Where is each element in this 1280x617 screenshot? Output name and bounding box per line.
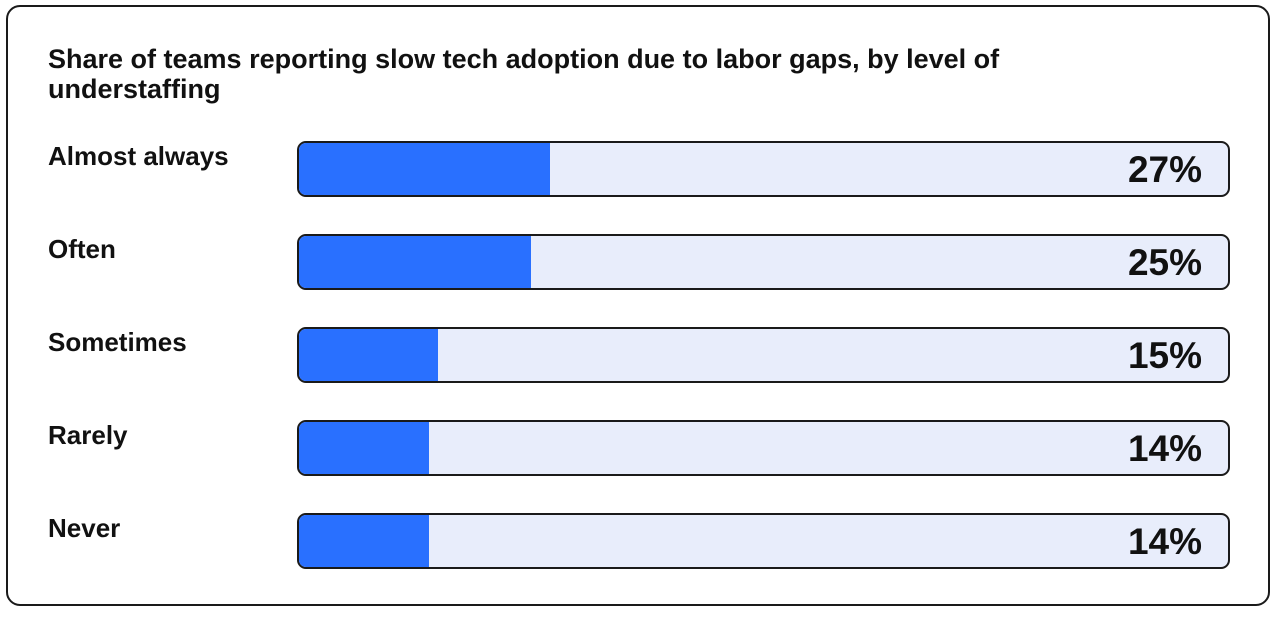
bar-track: 25% [297, 234, 1230, 290]
bar-value-label: 15% [1127, 335, 1202, 376]
bar-fill [299, 515, 430, 567]
bar-category-label: Almost always [48, 141, 229, 171]
bar-fill [299, 422, 430, 474]
bar-fill [299, 143, 550, 195]
bar-value-label: 14% [1127, 521, 1202, 562]
bar-value-label: 27% [1127, 149, 1202, 190]
chart-title: Share of teams reporting slow tech adopt… [48, 44, 1000, 104]
bar-value-label: 14% [1127, 428, 1202, 469]
bar-value-label: 25% [1127, 242, 1202, 283]
bar-row: Often 25% [0, 234, 1280, 292]
bar-fill [299, 236, 532, 288]
bar-fill [299, 329, 439, 381]
bar-track: 15% [297, 327, 1230, 383]
bar-track: 14% [297, 513, 1230, 569]
bar-row: Rarely 14% [0, 420, 1280, 478]
bar-track: 27% [297, 141, 1230, 197]
bar-row: Never 14% [0, 513, 1280, 571]
bar-category-label: Never [48, 513, 121, 543]
bar-category-label: Often [48, 234, 116, 264]
bar-row: Sometimes 15% [0, 327, 1280, 385]
bar-category-label: Rarely [48, 420, 128, 450]
bar-row: Almost always 27% [0, 141, 1280, 199]
bar-track: 14% [297, 420, 1230, 476]
bar-category-label: Sometimes [48, 327, 187, 357]
chart-card [6, 5, 1270, 606]
